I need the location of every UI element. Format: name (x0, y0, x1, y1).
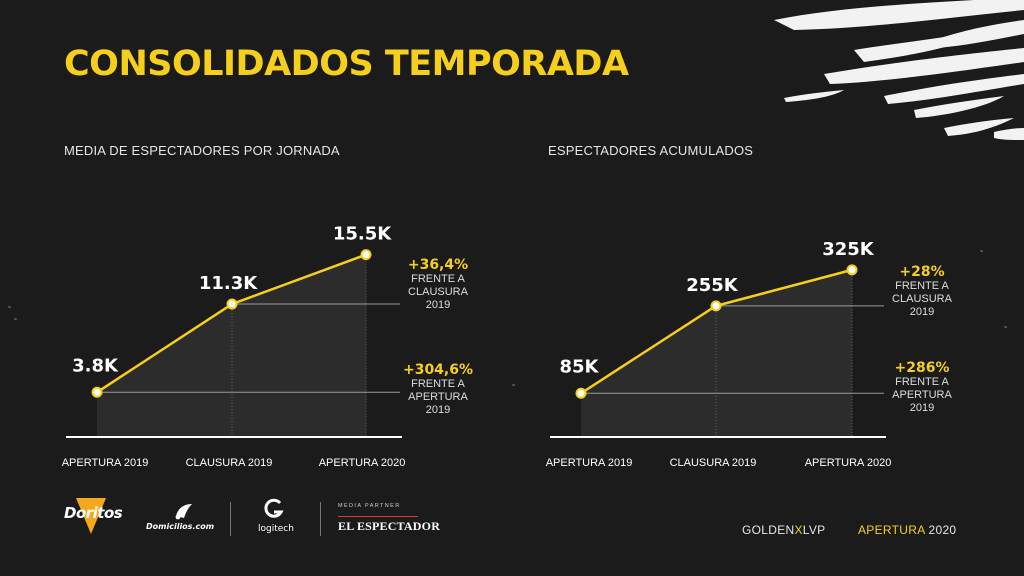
sponsor-logos: Doritos Domicilios.com logitech MEDIA PA… (62, 496, 462, 540)
data-value-label: 85K (560, 356, 600, 377)
annotation-pct: +304,6% (402, 362, 474, 378)
data-value-label: 11.3K (199, 273, 258, 294)
annotation-vs-clausura: +36,4% FRENTE A CLAUSURA 2019 (393, 257, 483, 312)
season-footer: APERTURA 2020 (858, 523, 956, 537)
brand-text: GOLDEN (742, 523, 795, 537)
chart-title-espectadores-acumulados: ESPECTADORES ACUMULADOS (548, 143, 754, 158)
golden-league-footer: GOLDENXLVP (742, 523, 826, 537)
data-value-label: 3.8K (72, 355, 119, 376)
logitech-logo: logitech (258, 524, 294, 534)
category-label: CLAUSURA 2019 (670, 457, 757, 469)
annotation-vs-apertura: +304,6% FRENTE A APERTURA 2019 (393, 362, 483, 417)
chart-title-media-espectadores: MEDIA DE ESPECTADORES POR JORNADA (64, 143, 340, 158)
data-point (226, 298, 238, 310)
annotation-line: 2019 (909, 402, 935, 414)
data-value-label: 325K (822, 239, 875, 260)
annotation-line: CLAUSURA (892, 293, 952, 305)
dust-speck (14, 318, 17, 320)
category-label: CLAUSURA 2019 (186, 457, 273, 469)
annotation-line: FRENTE A (411, 378, 465, 390)
season-name: APERTURA (858, 523, 925, 537)
annotation-line: 2019 (425, 299, 451, 311)
dust-speck (980, 250, 983, 252)
annotation-pct: +286% (894, 360, 950, 376)
data-point (360, 249, 372, 261)
data-point (575, 387, 587, 399)
annotation-pct: +36,4% (407, 257, 469, 273)
domicilios-rider-icon (175, 504, 192, 520)
doritos-logo: Doritos (64, 504, 123, 522)
data-value-label: 255K (686, 275, 739, 296)
annotation-line: FRENTE A (411, 273, 465, 285)
annotation-line: CLAUSURA (408, 286, 468, 298)
category-label: APERTURA 2019 (62, 457, 149, 469)
annotation-line: 2019 (909, 306, 935, 318)
logitech-g-icon (264, 498, 284, 518)
chart-area-fill (97, 254, 366, 437)
brush-strokes-decoration (774, 0, 1024, 140)
chart-area-fill (581, 269, 852, 437)
annotation-line: FRENTE A (895, 376, 949, 388)
dust-speck (1004, 326, 1007, 328)
category-label: APERTURA 2019 (546, 457, 633, 469)
logo-divider (320, 502, 321, 536)
data-value-label: 15.5K (333, 224, 392, 245)
annotation-line: APERTURA (408, 391, 468, 403)
annotation-vs-apertura: +286% FRENTE A APERTURA 2019 (877, 360, 967, 415)
brand-text-accent: X (794, 523, 803, 537)
season-year: 2020 (928, 523, 957, 537)
doritos-chip-icon (76, 498, 106, 534)
domicilios-logo: Domicilios.com (146, 522, 215, 531)
annotation-pct: +28% (899, 264, 945, 280)
el-espectador-logo: EL ESPECTADOR (338, 519, 441, 533)
media-partner-label: MEDIA PARTNER (338, 503, 401, 509)
category-label: APERTURA 2020 (805, 457, 892, 469)
data-point (846, 264, 858, 276)
category-label: APERTURA 2020 (319, 457, 406, 469)
annotation-line: APERTURA (892, 389, 952, 401)
espectador-underline (338, 516, 418, 517)
annotation-line: FRENTE A (895, 280, 949, 292)
brand-text: LVP (802, 523, 826, 537)
dust-speck (512, 384, 515, 386)
page-title: CONSOLIDADOS TEMPORADA (64, 44, 629, 84)
annotation-line: 2019 (425, 404, 451, 416)
data-point (91, 386, 103, 398)
logo-divider (230, 502, 231, 536)
dust-speck (8, 306, 11, 308)
annotation-vs-clausura: +28% FRENTE A CLAUSURA 2019 (877, 264, 967, 319)
data-point (710, 300, 722, 312)
